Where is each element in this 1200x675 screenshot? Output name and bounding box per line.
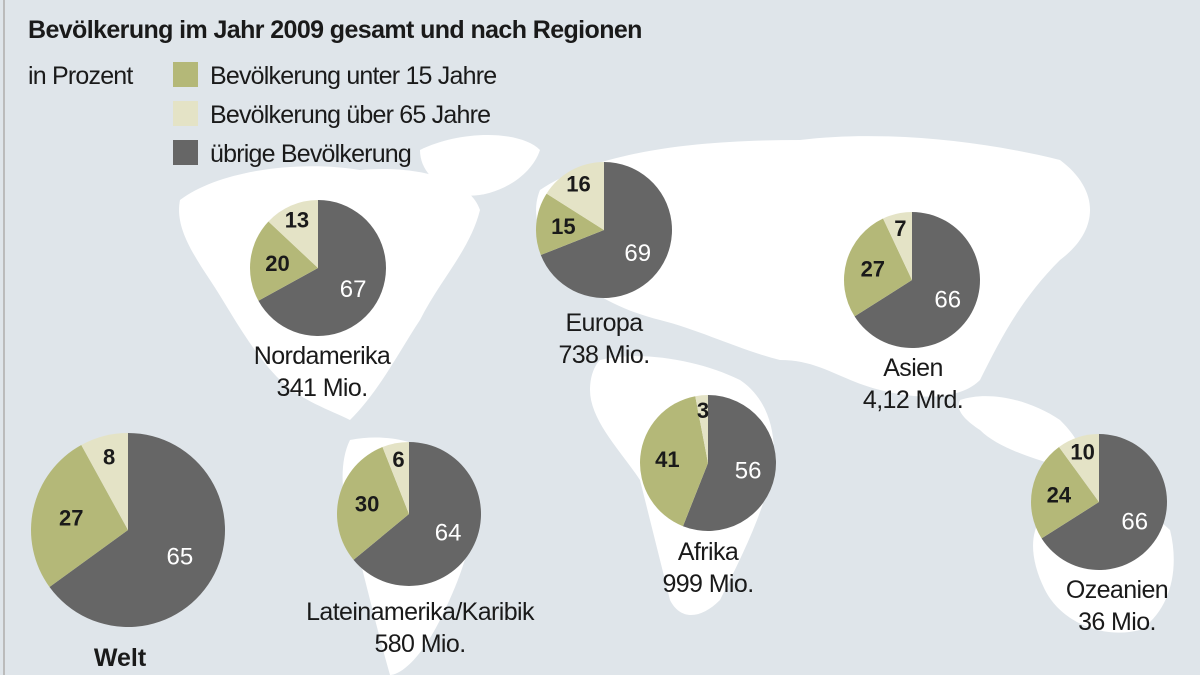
- pie-welt: 65 27 8 Welt: [30, 433, 225, 672]
- value-label-rest: 67: [340, 276, 367, 303]
- slice-rest: [540, 162, 673, 298]
- value-label-over65: 16: [566, 172, 590, 197]
- slice-rest: [854, 212, 980, 349]
- pie-europa: 69 15 16 Europa 738 Mio.: [536, 162, 673, 369]
- value-label-rest: 69: [624, 240, 651, 267]
- region-name: Afrika: [678, 538, 739, 566]
- slice-under15: [844, 218, 912, 317]
- value-label-rest: 66: [934, 287, 961, 314]
- region-population: 4,12 Mrd.: [863, 386, 963, 414]
- slice-over65: [695, 395, 708, 463]
- region-name: Nordamerika: [254, 342, 391, 370]
- value-label-rest: 64: [435, 519, 462, 546]
- value-label-under15: 30: [355, 491, 379, 516]
- value-label-under15: 15: [551, 214, 575, 239]
- region-name: Lateinamerika/Karibik: [306, 598, 535, 626]
- chart-title: Bevölkerung im Jahr 2009 gesamt und nach…: [28, 16, 642, 44]
- value-label-under15: 41: [655, 447, 679, 472]
- value-label-under15: 20: [265, 251, 289, 276]
- legend: Bevölkerung unter 15 Jahre Bevölkerung ü…: [173, 62, 497, 168]
- value-label-rest: 56: [735, 458, 762, 485]
- slice-under15: [536, 193, 604, 256]
- legend-label-under15: Bevölkerung unter 15 Jahre: [210, 62, 496, 90]
- region-name: Asien: [883, 354, 943, 382]
- land-southeast-asia: [958, 396, 1081, 470]
- value-label-over65: 8: [103, 445, 115, 470]
- pie-ozeanien: 66 24 10 Ozeanien 36 Mio.: [1031, 434, 1169, 636]
- slice-over65: [1059, 434, 1099, 502]
- slice-over65: [81, 433, 128, 530]
- legend-label-over65: Bevölkerung über 65 Jahre: [210, 101, 490, 129]
- region-population: 999 Mio.: [662, 570, 753, 598]
- value-label-under15: 27: [59, 505, 83, 530]
- region-name: Europa: [565, 309, 643, 337]
- slice-over65: [382, 442, 409, 514]
- slice-over65: [546, 162, 604, 230]
- slice-rest: [49, 433, 225, 627]
- slice-under15: [1031, 446, 1099, 539]
- pie-nordamerika: 67 20 13 Nordamerika 341 Mio.: [250, 200, 392, 402]
- value-label-under15: 24: [1047, 482, 1072, 507]
- land-greenland: [420, 135, 540, 196]
- region-population: 580 Mio.: [374, 630, 465, 658]
- slice-over65: [883, 212, 912, 280]
- region-name: Welt: [94, 644, 147, 672]
- slice-over65: [268, 200, 318, 268]
- value-label-rest: 65: [167, 543, 194, 570]
- value-label-under15: 27: [861, 257, 885, 282]
- value-label-over65: 10: [1070, 440, 1094, 465]
- value-label-over65: 13: [285, 207, 309, 232]
- slice-rest: [353, 442, 481, 586]
- legend-swatch-over65: [173, 101, 198, 126]
- pie-afrika: 56 41 3 Afrika 999 Mio.: [640, 395, 777, 598]
- value-label-over65: 7: [894, 216, 906, 241]
- region-population: 341 Mio.: [276, 374, 367, 402]
- unit-label: in Prozent: [28, 62, 133, 90]
- value-label-over65: 3: [697, 398, 709, 423]
- region-population: 738 Mio.: [558, 341, 649, 369]
- slice-rest: [1041, 434, 1168, 570]
- pie-lateinamerika-karibik: 64 30 6 Lateinamerika/Karibik 580 Mio.: [306, 442, 536, 658]
- legend-swatch-under15: [173, 62, 198, 87]
- value-label-rest: 66: [1121, 509, 1148, 536]
- region-population: 36 Mio.: [1078, 608, 1156, 636]
- legend-label-rest: übrige Bevölkerung: [210, 140, 411, 168]
- region-name: Ozeanien: [1066, 576, 1168, 604]
- value-label-over65: 6: [392, 447, 404, 472]
- slice-rest: [258, 200, 387, 336]
- slice-under15: [30, 444, 129, 588]
- legend-swatch-rest: [173, 140, 198, 165]
- slice-under15: [250, 221, 318, 301]
- pie-asien: 66 27 7 Asien 4,12 Mrd.: [844, 212, 980, 414]
- slice-rest: [682, 395, 777, 531]
- slice-under15: [337, 447, 409, 560]
- slice-under15: [640, 396, 708, 527]
